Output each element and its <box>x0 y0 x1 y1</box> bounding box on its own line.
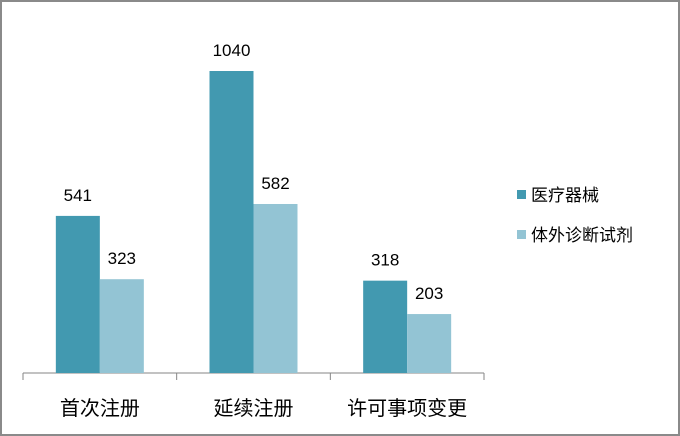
data-label: 541 <box>64 186 92 205</box>
x-tick-label: 许可事项变更 <box>347 396 467 420</box>
bar-series2 <box>407 314 452 373</box>
bar-series2 <box>253 203 298 373</box>
legend-swatch <box>517 230 526 239</box>
legend-label: 医疗器械 <box>531 186 599 206</box>
data-label: 323 <box>108 249 136 268</box>
data-label: 1040 <box>213 41 251 60</box>
x-tick-label: 延续注册 <box>214 396 294 420</box>
data-label: 582 <box>261 174 289 193</box>
legend-swatch <box>517 190 526 199</box>
legend-label: 体外诊断试剂 <box>531 226 633 246</box>
x-tick-label: 首次注册 <box>60 396 140 420</box>
bar-series1 <box>55 215 100 373</box>
data-label: 203 <box>415 284 443 303</box>
data-label: 318 <box>371 251 399 270</box>
bar-series1 <box>209 71 254 373</box>
bar-series2 <box>99 279 144 373</box>
bar-series1 <box>363 280 408 373</box>
